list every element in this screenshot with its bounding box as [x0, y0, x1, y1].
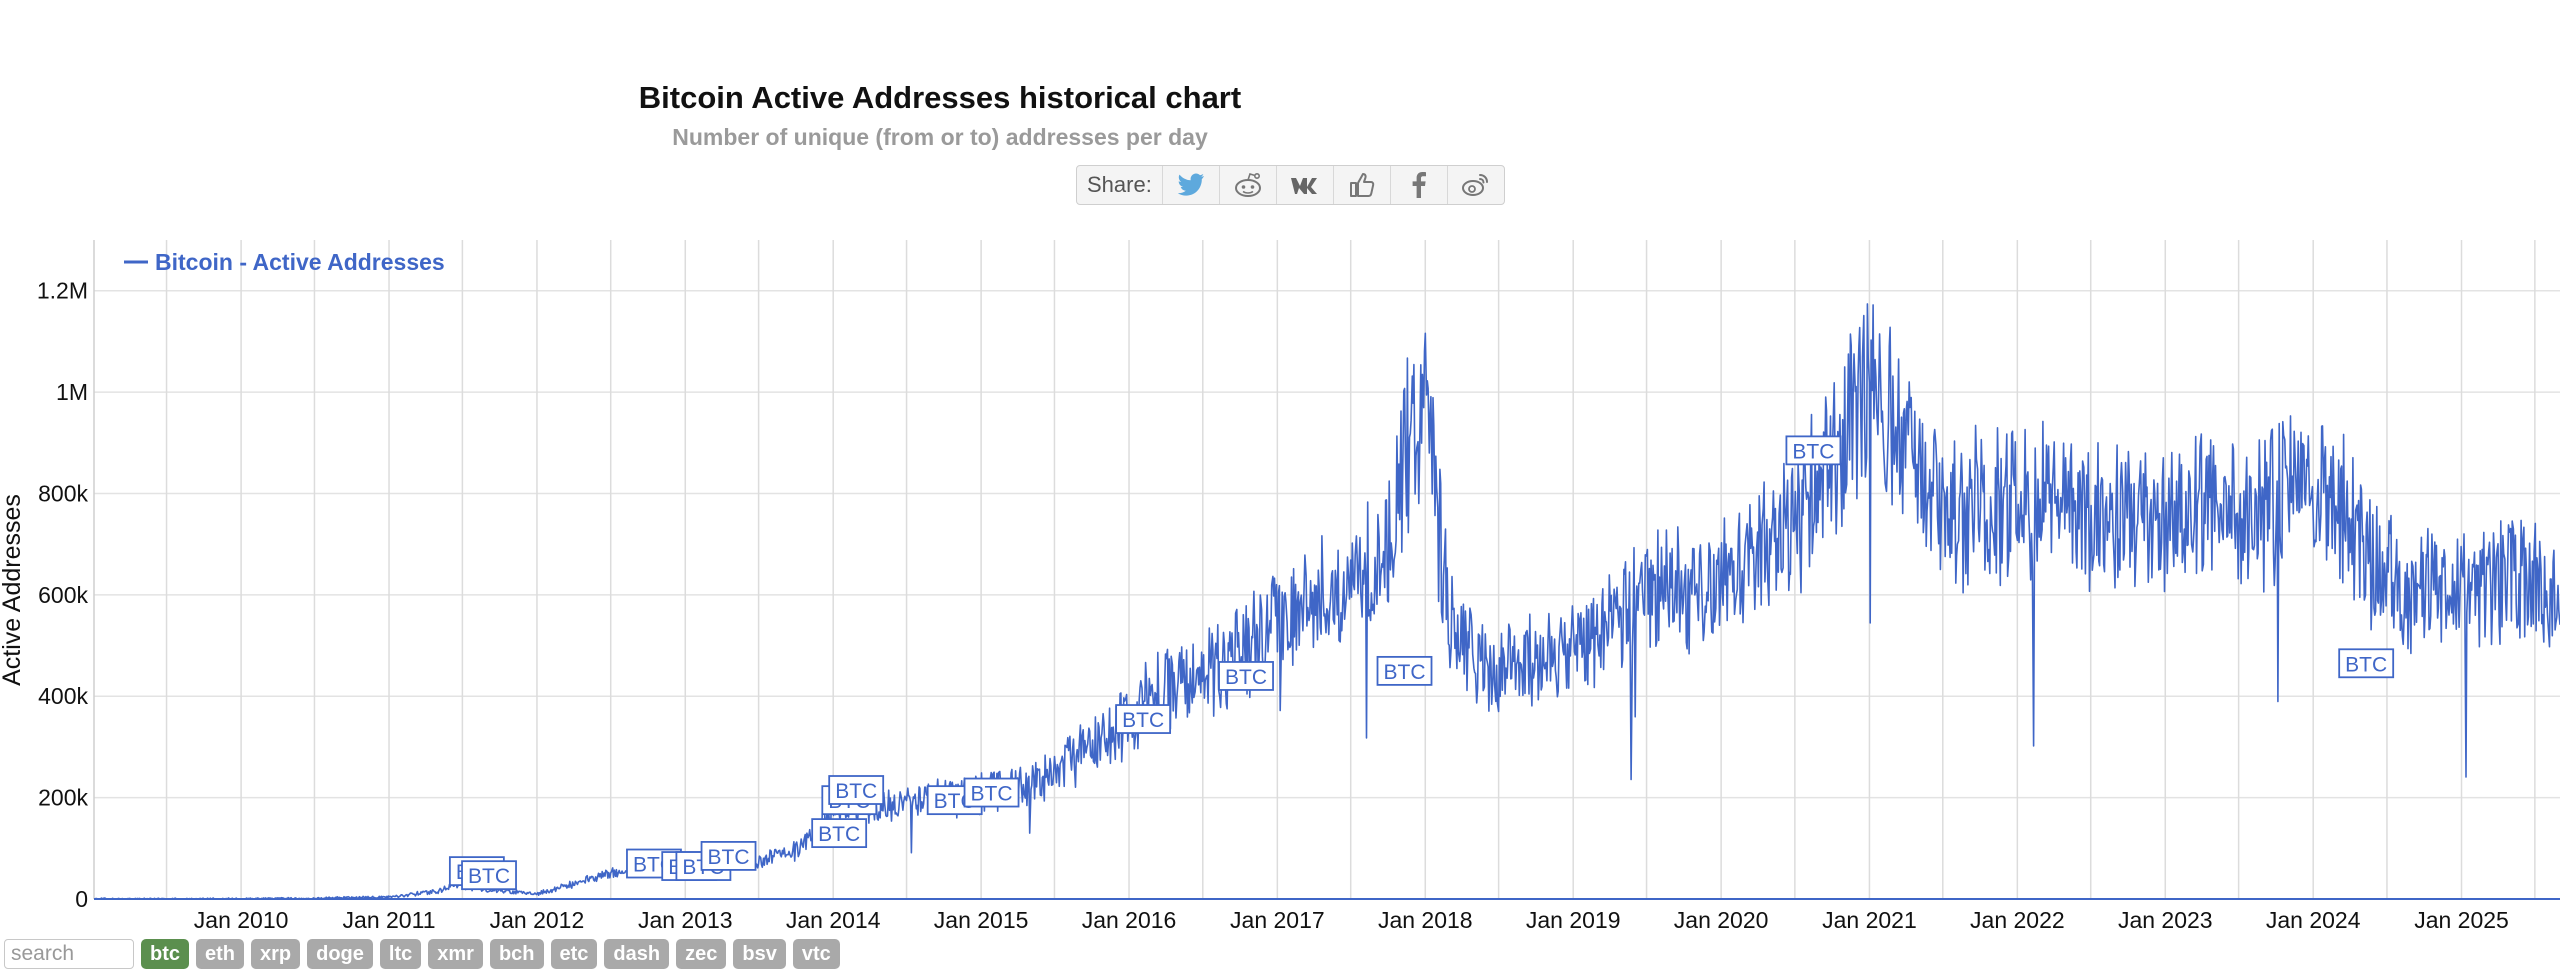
chart-legend[interactable]: Bitcoin - Active Addresses — [124, 249, 445, 275]
y-tick-label: 200k — [38, 785, 88, 811]
x-tick-label: Jan 2022 — [1970, 907, 2065, 933]
btc-flag[interactable]: BTC — [1376, 655, 1433, 686]
btc-flag-box — [1785, 435, 1842, 466]
btc-flag-label: BTC — [2345, 653, 2387, 676]
coin-chip-xrp[interactable]: xrp — [251, 939, 301, 969]
coin-chip-btc[interactable]: btc — [141, 939, 189, 969]
btc-flag-box — [700, 841, 757, 871]
chart-subtitle: Number of unique (from or to) addresses … — [672, 124, 1208, 150]
x-tick-label: Jan 2015 — [934, 907, 1029, 933]
x-tick-label: Jan 2017 — [1230, 907, 1325, 933]
btc-flag-box — [1115, 704, 1172, 734]
btc-flag[interactable]: BTC — [1218, 661, 1274, 691]
btc-flag[interactable]: BTC — [461, 860, 517, 891]
btc-flag-box — [811, 818, 868, 848]
y-tick-label: 800k — [38, 480, 88, 506]
x-tick-label: Jan 2012 — [490, 907, 585, 933]
x-tick-label: Jan 2025 — [2414, 907, 2509, 933]
series-line-active-addresses — [94, 303, 2560, 900]
chart-title: Bitcoin Active Addresses historical char… — [638, 80, 1242, 115]
btc-flag-box — [1376, 655, 1433, 686]
search-input[interactable] — [4, 939, 134, 969]
vk-icon — [1290, 178, 1317, 194]
active-addresses-chart: BTCBTCBTCBTCBTCBTCBTCBTCBTCBTCBTCBTCBTCB… — [0, 240, 2560, 933]
btc-flag[interactable]: BTC — [828, 775, 885, 805]
share-facebook-button[interactable] — [1391, 166, 1448, 204]
plot-area — [94, 303, 2560, 900]
btc-flag-label: BTC — [1225, 666, 1267, 689]
coin-chip-bch[interactable]: bch — [489, 939, 544, 969]
coin-chip-bsv[interactable]: bsv — [733, 939, 786, 969]
x-tick-label: Jan 2020 — [1674, 907, 1769, 933]
y-tick-label: 1.2M — [37, 278, 88, 304]
chart-grid — [94, 240, 2560, 900]
btc-flag[interactable]: BTC — [2338, 648, 2395, 679]
x-tick-label: Jan 2013 — [638, 907, 733, 933]
y-tick-label: 0 — [75, 886, 88, 912]
share-label: Share: — [1077, 166, 1163, 204]
reddit-icon — [1234, 172, 1261, 197]
btc-flag-label: BTC — [1122, 709, 1164, 732]
btc-flag[interactable]: BTC — [1785, 435, 1842, 466]
share-like-button[interactable] — [1334, 166, 1391, 204]
coin-chip-etc[interactable]: etc — [550, 939, 598, 969]
x-tick-label: Jan 2011 — [343, 907, 436, 933]
x-tick-label: Jan 2021 — [1822, 907, 1917, 933]
x-tick-label: Jan 2024 — [2266, 907, 2361, 933]
share-reddit-button[interactable] — [1220, 166, 1277, 204]
btc-flag-box — [1218, 661, 1274, 691]
like-icon — [1349, 173, 1375, 197]
coin-chip-doge[interactable]: doge — [307, 939, 373, 969]
btc-flag-label: BTC — [708, 846, 750, 869]
coin-chip-vtc[interactable]: vtc — [792, 939, 840, 969]
btc-flag-label: BTC — [468, 865, 510, 888]
x-tick-label: Jan 2014 — [786, 907, 881, 933]
btc-flag[interactable]: BTC — [1115, 704, 1172, 734]
btc-flag-label: BTC — [1384, 661, 1426, 684]
x-tick-label: Jan 2018 — [1378, 907, 1473, 933]
btc-flag[interactable]: BTC — [700, 841, 757, 871]
btc-flag[interactable]: BTC — [811, 818, 868, 848]
btc-flag-label: BTC — [818, 823, 860, 846]
share-weibo-button[interactable] — [1448, 166, 1504, 204]
x-tick-label: Jan 2019 — [1526, 907, 1621, 933]
coin-chip-eth[interactable]: eth — [196, 939, 244, 969]
coin-chip-xmr[interactable]: xmr — [428, 939, 483, 969]
facebook-icon — [1412, 172, 1426, 198]
chart-axes: 0 200k 400k 600k 800k 1M 1.2M Jan 2010 Jan 2011 J… — [37, 240, 2560, 933]
btc-flag-box — [2338, 648, 2395, 679]
btc-flag-box — [828, 775, 885, 805]
btc-flag-box — [461, 860, 517, 891]
coin-chip-list: btc eth xrp doge ltc xmr bch etc dash zec bsv vtc — [141, 939, 840, 969]
coin-chip-dash[interactable]: dash — [604, 939, 670, 969]
x-tick-label: Jan 2023 — [2118, 907, 2213, 933]
weibo-icon — [1461, 174, 1488, 196]
btc-flag-label: BTC — [971, 783, 1013, 806]
legend-label: Bitcoin - Active Addresses — [155, 249, 445, 275]
btc-flag[interactable]: BTC — [963, 777, 1020, 808]
x-tick-label: Jan 2010 — [194, 907, 289, 933]
y-tick-label: 600k — [38, 582, 88, 608]
btc-flag-box — [963, 777, 1020, 808]
btc-flag-label: BTC — [1792, 440, 1834, 463]
btc-flag-label: BTC — [835, 780, 877, 803]
share-vk-button[interactable] — [1277, 166, 1334, 204]
y-tick-label: 400k — [38, 683, 88, 709]
y-axis-label: Active Addresses — [0, 494, 26, 686]
coin-chip-zec[interactable]: zec — [676, 939, 727, 969]
x-tick-label: Jan 2016 — [1082, 907, 1177, 933]
share-bar: Share: — [1076, 165, 1505, 205]
annotation-flags: BTCBTCBTCBTCBTCBTCBTCBTCBTCBTCBTCBTCBTCB… — [448, 435, 2395, 891]
y-tick-label: 1M — [56, 379, 88, 405]
coin-chip-ltc[interactable]: ltc — [379, 939, 422, 969]
twitter-icon — [1177, 173, 1204, 196]
share-twitter-button[interactable] — [1163, 166, 1220, 204]
